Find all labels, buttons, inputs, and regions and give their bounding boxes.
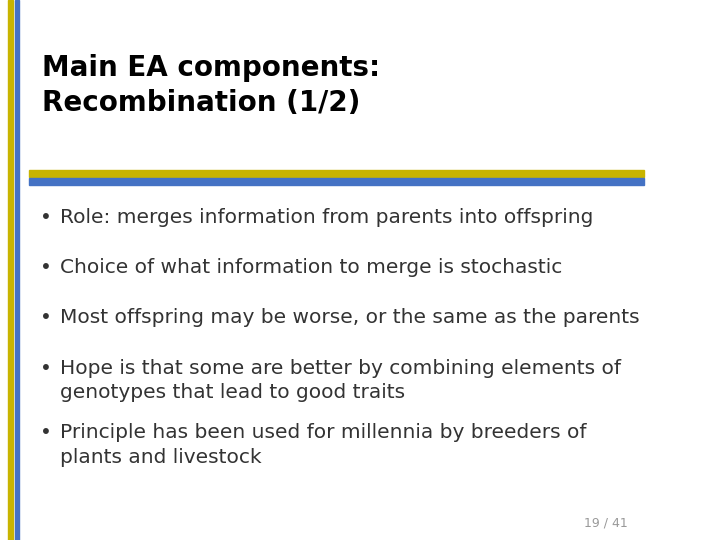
Text: Choice of what information to merge is stochastic: Choice of what information to merge is s…: [60, 258, 562, 277]
Text: 19 / 41: 19 / 41: [584, 516, 628, 529]
Text: •: •: [40, 423, 52, 442]
Text: Role: merges information from parents into offspring: Role: merges information from parents in…: [60, 208, 593, 227]
Text: •: •: [40, 308, 52, 327]
Text: Most offspring may be worse, or the same as the parents: Most offspring may be worse, or the same…: [60, 308, 639, 327]
Text: Principle has been used for millennia by breeders of
plants and livestock: Principle has been used for millennia by…: [60, 423, 586, 467]
Text: Hope is that some are better by combining elements of
genotypes that lead to goo: Hope is that some are better by combinin…: [60, 359, 621, 402]
Bar: [29, 178, 644, 185]
Text: •: •: [40, 258, 52, 277]
Bar: [15, 0, 19, 540]
Text: •: •: [40, 359, 52, 377]
Bar: [9, 0, 13, 540]
Text: Main EA components:
Recombination (1/2): Main EA components: Recombination (1/2): [42, 54, 380, 117]
Bar: [29, 170, 644, 177]
Text: •: •: [40, 208, 52, 227]
